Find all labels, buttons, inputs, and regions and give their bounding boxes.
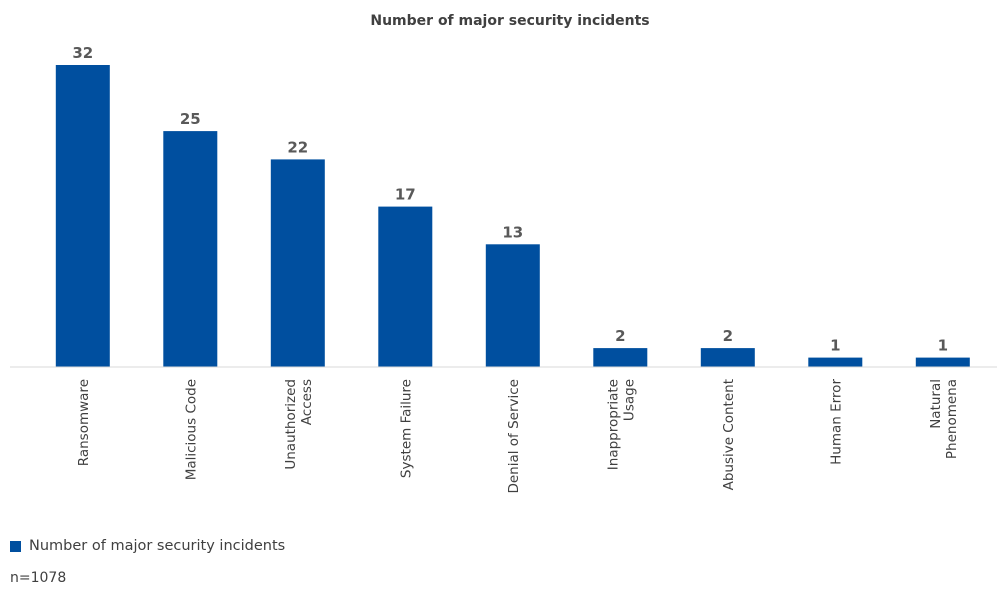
data-label: 2 [723, 327, 733, 345]
x-tick-label: Ransomware [76, 379, 92, 466]
bar-abusive-content [700, 348, 755, 367]
bar-inappropriate-usage [593, 348, 648, 367]
sample-size-note: n=1078 [10, 570, 67, 586]
bar-system-failure [378, 206, 433, 367]
x-tick-label: NaturalPhenomena [928, 379, 960, 459]
x-tick-label: InappropriateUsage [605, 379, 637, 470]
chart-title: Number of major security incidents [370, 13, 649, 29]
x-tick-label: System Failure [398, 379, 414, 478]
x-tick-label: Abusive Content [721, 379, 737, 490]
x-tick-label: UnauthorizedAccess [283, 379, 315, 470]
x-tick-label: Denial of Service [506, 379, 522, 494]
data-label: 13 [502, 223, 523, 241]
bar-denial-of-service [485, 244, 540, 367]
data-label: 32 [72, 44, 93, 62]
legend-swatch [10, 540, 21, 552]
bar-unauthorized-access [270, 159, 325, 367]
data-label: 25 [180, 110, 201, 128]
bar-human-error [808, 357, 863, 367]
bars-group [55, 65, 970, 367]
legend-label: Number of major security incidents [29, 538, 286, 554]
legend: Number of major security incidents [10, 538, 285, 554]
bar-ransomware [55, 65, 110, 367]
data-label: 22 [287, 138, 308, 156]
bar-natural-phenomena [915, 357, 970, 367]
bar-chart: Number of major security incidents 32 25 2… [10, 13, 997, 494]
bar-malicious-code [163, 131, 218, 367]
data-label: 1 [938, 337, 948, 355]
x-tick-label: Human Error [828, 379, 844, 465]
x-tick-label: Malicious Code [183, 379, 199, 480]
data-label: 17 [395, 186, 416, 204]
data-label: 2 [615, 327, 625, 345]
data-label: 1 [830, 337, 840, 355]
x-axis-tick-labels: Ransomware Malicious Code UnauthorizedAcce… [76, 379, 960, 494]
